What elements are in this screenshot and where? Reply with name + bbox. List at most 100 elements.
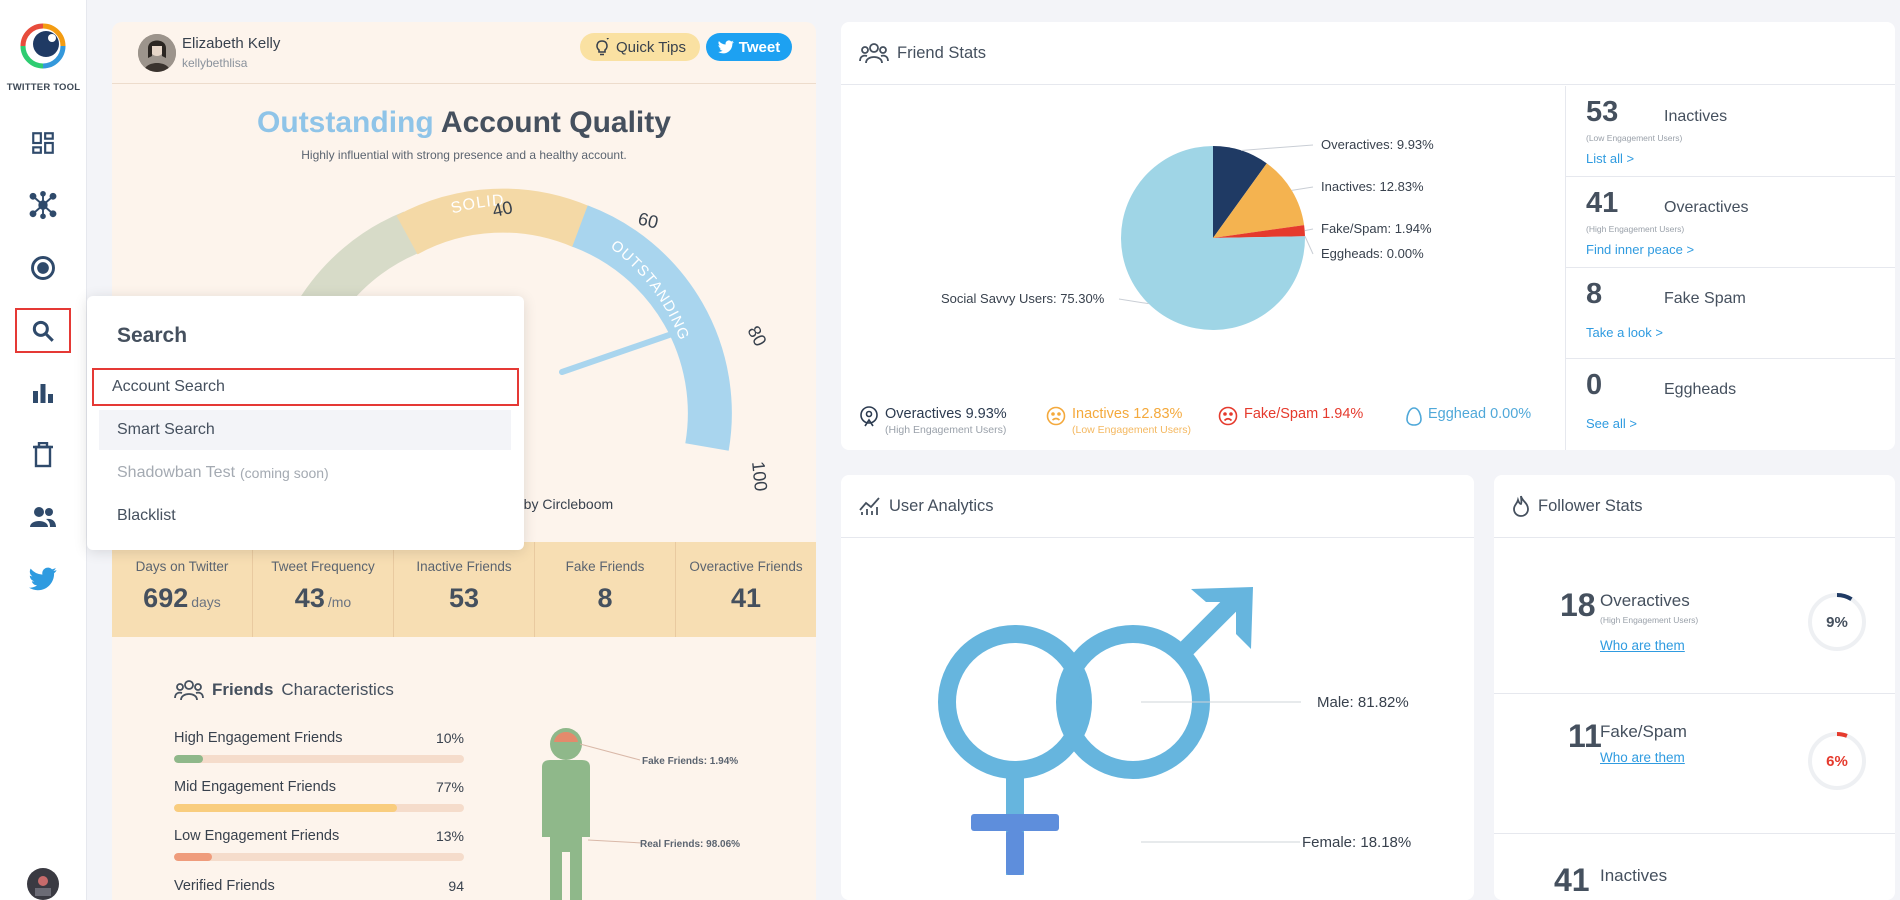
stat-value: 43/mo <box>253 583 393 614</box>
stat-fake-friends: Fake Friends 8 <box>535 542 676 637</box>
shadowban-test-item: Shadowban Test (coming soon) <box>99 453 511 493</box>
follower-name: Fake/Spam <box>1600 722 1687 741</box>
female-symbol-stem-lower <box>1006 831 1024 875</box>
overactive-icon <box>860 406 878 427</box>
male-symbol-arrow-shaft <box>1174 587 1248 661</box>
user-analytics-card: User Analytics Male: 81.82% Female: 18.1… <box>841 475 1474 900</box>
menu-item-label: Account Search <box>112 378 225 395</box>
friends-group-icon <box>859 43 889 64</box>
delete-icon[interactable] <box>22 434 64 476</box>
friends-title-rest: Characteristics <box>281 680 394 699</box>
network-icon[interactable] <box>22 184 64 226</box>
lightbulb-icon <box>596 38 609 56</box>
sad-face-icon <box>1046 406 1066 426</box>
legend-fake-spam: Fake/Spam 1.94% <box>1218 406 1363 426</box>
row-bar-fill <box>174 804 398 812</box>
row-bar <box>174 853 464 861</box>
row-percent: 13% <box>435 828 464 844</box>
friends-characteristics-title: Friends Characteristics <box>174 678 394 702</box>
target-icon[interactable] <box>22 247 64 289</box>
find-inner-peace-link[interactable]: Find inner peace > <box>1586 242 1695 257</box>
quick-tips-button[interactable]: Quick Tips <box>580 33 700 61</box>
real-friends-label: Real Friends: 98.06% <box>640 839 740 850</box>
quality-title: Outstanding Account Quality <box>112 106 816 140</box>
who-are-them-link[interactable]: Who are them <box>1600 750 1685 765</box>
analytics-icon[interactable] <box>22 372 64 414</box>
smart-search-item[interactable]: Smart Search <box>99 410 511 450</box>
user-analytics-title: User Analytics <box>889 496 994 515</box>
stat-label: Tweet Frequency <box>271 559 375 574</box>
pie-label: Social Savvy Users: 75.30% <box>941 291 1105 306</box>
quality-title-highlight: Outstanding <box>257 106 434 139</box>
pie-slice <box>1213 225 1305 238</box>
gauge-band-solid <box>396 188 591 255</box>
list-all-link[interactable]: List all > <box>1586 151 1635 166</box>
angry-face-icon <box>1218 406 1238 426</box>
egg-icon <box>1406 407 1422 426</box>
row-bar-fill <box>174 755 203 763</box>
who-are-them-link[interactable]: Who are them <box>1600 638 1685 653</box>
pie-leader-line <box>1304 228 1314 232</box>
stat-number: 8 <box>597 583 613 613</box>
gauge-tick-80: 80 <box>743 322 770 349</box>
legend-label: Inactives 12.83% <box>1072 406 1183 422</box>
summary-eggheads: 0 Eggheads See all > <box>1566 359 1895 450</box>
pie-label: Overactives: 9.93% <box>1321 137 1434 152</box>
pie-leader-line <box>1118 298 1149 305</box>
summary-name: Eggheads <box>1664 381 1737 398</box>
twitter-bird-icon <box>717 40 734 54</box>
summary-name: Inactives <box>1664 108 1728 125</box>
overactives-ring: 9% <box>1808 593 1866 651</box>
row-label: High Engagement Friends <box>174 730 343 746</box>
friends-title-bold: Friends <box>212 680 274 699</box>
friend-stats-pie-chart: Overactives: 9.93% Inactives: 12.83% Fake/… <box>941 137 1434 330</box>
stat-label: Fake Friends <box>565 559 645 574</box>
summary-count: 0 <box>1586 369 1603 401</box>
search-icon[interactable] <box>15 308 71 353</box>
gender-chart: Male: 81.82% Female: 18.18% <box>938 587 1411 875</box>
pie-label: Eggheads: 0.00% <box>1321 246 1424 261</box>
stat-label: Overactive Friends <box>689 559 803 574</box>
flame-icon <box>1513 495 1529 517</box>
stat-overactive-friends: Overactive Friends 41 <box>676 542 816 637</box>
users-icon[interactable] <box>22 496 64 538</box>
stat-number: 41 <box>730 583 762 613</box>
twitter-icon[interactable] <box>22 558 64 600</box>
stat-number: 692 <box>143 583 189 613</box>
account-search-item[interactable]: Account Search <box>92 368 519 406</box>
male-label: Male: 81.82% <box>1317 694 1409 711</box>
gauge-tick-40: 40 <box>491 197 515 221</box>
quality-subtitle: Highly influential with strong presence … <box>301 148 627 162</box>
gauge-tick-100: 100 <box>748 460 771 492</box>
tweet-button[interactable]: Tweet <box>706 33 792 61</box>
summary-count: 8 <box>1586 278 1603 310</box>
legend-text: Overactives 9.93% (High Engagement Users) <box>885 406 1007 436</box>
friend-stats-legend: Overactives 9.93% (High Engagement Users)… <box>841 384 1566 444</box>
sidebar: TWITTER TOOL <box>0 0 87 900</box>
stat-label: Inactive Friends <box>416 559 512 574</box>
stat-unit: /mo <box>327 594 352 610</box>
coming-soon-tag: (coming soon) <box>240 465 329 481</box>
legend-egghead: Egghead 0.00% <box>1406 406 1531 426</box>
app-logo[interactable] <box>20 22 66 70</box>
high-engagement-row: High Engagement Friends 10% <box>174 730 464 763</box>
see-all-link[interactable]: See all > <box>1586 416 1637 431</box>
follower-sub: (High Engagement Users) <box>1600 615 1699 625</box>
male-symbol-arrow-head <box>1191 587 1253 649</box>
blacklist-item[interactable]: Blacklist <box>99 496 511 536</box>
gauge-tick-60: 60 <box>636 208 660 232</box>
pie-leader-line <box>1304 236 1314 255</box>
female-label: Female: 18.18% <box>1302 834 1411 851</box>
quality-title-rest: Account Quality <box>440 106 671 139</box>
follower-count: 41 <box>1554 862 1590 898</box>
ring-progress <box>1808 593 1866 651</box>
user-avatar-small[interactable] <box>27 868 59 900</box>
legend-label: Egghead 0.00% <box>1428 406 1532 422</box>
dashboard-icon[interactable] <box>22 122 64 164</box>
profile-avatar <box>138 34 176 72</box>
stat-value: 692 days <box>112 583 252 614</box>
ring-label: 9% <box>1826 614 1848 631</box>
take-a-look-link[interactable]: Take a look > <box>1586 325 1663 340</box>
fake-friends-label: Fake Friends: 1.94% <box>642 756 738 767</box>
row-label: Low Engagement Friends <box>174 828 340 844</box>
